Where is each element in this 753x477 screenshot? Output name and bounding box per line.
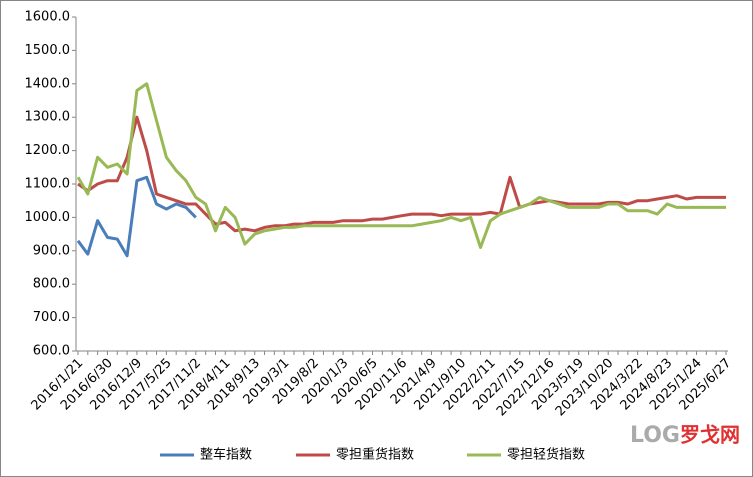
- y-tick-label: 1400.0: [25, 76, 71, 91]
- y-tick-label: 900.0: [33, 243, 70, 258]
- y-tick-label: 1000.0: [25, 210, 71, 225]
- y-tick-label: 700.0: [33, 310, 70, 325]
- legend-label: 零担轻货指数: [507, 447, 585, 463]
- y-tick-label: 1100.0: [25, 177, 71, 192]
- watermark-text: 罗戈网: [680, 423, 740, 447]
- y-tick-label: 600.0: [33, 344, 70, 359]
- y-tick-label: 1200.0: [25, 143, 71, 158]
- y-tick-label: 800.0: [33, 277, 70, 292]
- series-line: [77, 115, 726, 233]
- y-tick-label: 1500.0: [25, 43, 71, 58]
- series-line: [76, 82, 726, 249]
- series-line: [76, 175, 197, 258]
- legend-label: 整车指数: [200, 447, 252, 463]
- y-tick-label: 1300.0: [25, 110, 71, 125]
- legend-label: 零担重货指数: [336, 447, 414, 463]
- y-tick-label: 1600.0: [25, 10, 71, 25]
- watermark-logo: LOG: [630, 423, 680, 448]
